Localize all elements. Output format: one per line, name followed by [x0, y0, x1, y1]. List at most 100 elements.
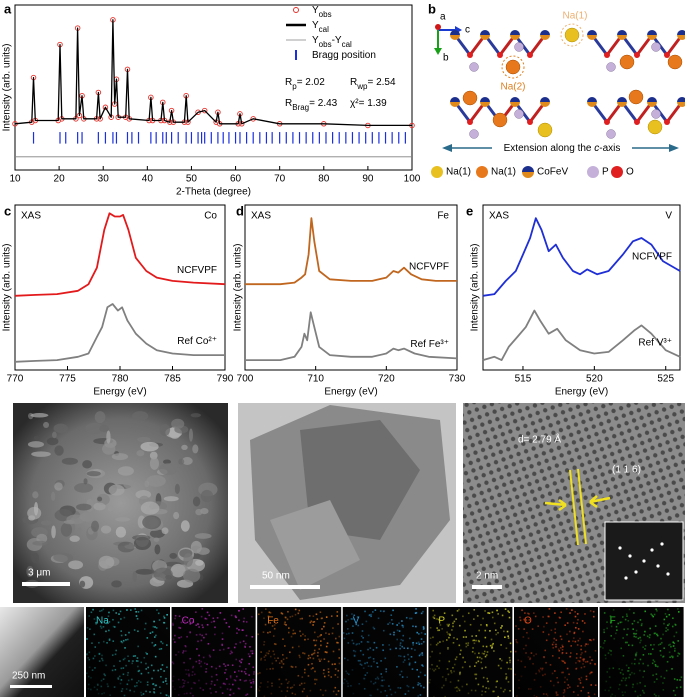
- metal-site: [450, 97, 460, 107]
- scale-bar-label: 50 nm: [262, 571, 290, 582]
- fft-spot: [624, 576, 628, 580]
- sem-texture: [54, 482, 63, 491]
- metal-site: [647, 97, 657, 107]
- sem-texture: [132, 534, 151, 541]
- phosphorus: [469, 62, 479, 72]
- sem-texture: [43, 421, 50, 429]
- extension-caption: Extension along the c-axis: [504, 143, 621, 154]
- sem-texture: [132, 411, 149, 421]
- plane-label: (1 1 6): [612, 465, 641, 476]
- sem-texture: [40, 520, 53, 526]
- x-tick-label: 720: [378, 374, 395, 385]
- sem-texture: [181, 444, 188, 450]
- sem-texture: [100, 525, 112, 534]
- plot-frame: [14, 4, 413, 171]
- eds-shade: [342, 607, 427, 697]
- sem-texture: [31, 552, 40, 564]
- legend-icon: [431, 166, 443, 178]
- sem-texture: [111, 580, 122, 588]
- y-axis-label: Intensity (arb. units): [2, 44, 13, 132]
- phosphorus: [514, 109, 524, 119]
- x-tick-label: 10: [9, 174, 21, 185]
- na2-site: [505, 59, 521, 75]
- oxygen: [634, 52, 640, 58]
- indicator-arrow: [589, 495, 611, 509]
- fringe-line: [569, 469, 579, 546]
- na2-site: [492, 112, 508, 128]
- na1-site: [537, 122, 553, 138]
- sem-texture: [53, 423, 68, 434]
- sem-texture: [153, 567, 173, 581]
- y-axis-label: Intensity (arb. units): [2, 244, 13, 332]
- metal-site: [647, 30, 657, 40]
- sem-texture: [144, 480, 150, 488]
- sem-texture: [178, 458, 185, 465]
- legend-label: CoFeV: [537, 167, 568, 178]
- legend-label-part: obs: [319, 40, 332, 49]
- na1-site: [647, 119, 663, 135]
- sem-texture: [182, 568, 201, 583]
- sem-texture: [82, 460, 93, 469]
- phosphorus: [606, 129, 616, 139]
- element-map-label: O: [524, 616, 532, 627]
- sem-texture: [74, 483, 94, 493]
- panel-letter: f: [4, 406, 9, 421]
- element-map-label: Na: [96, 616, 109, 627]
- legend-label-part: Y: [312, 5, 319, 16]
- panel-letter: c: [4, 203, 11, 218]
- sem-texture: [32, 491, 39, 499]
- scale-bar: [22, 582, 70, 586]
- metal-site: [510, 97, 520, 107]
- sem-texture: [137, 436, 151, 443]
- caption-part: -axis: [599, 143, 620, 154]
- sem-texture: [115, 526, 127, 538]
- sem-texture: [61, 457, 78, 465]
- legend-label: P: [602, 167, 609, 178]
- sem-texture: [54, 445, 64, 456]
- sem-texture: [171, 418, 185, 430]
- sem-texture: [63, 519, 75, 525]
- oxygen: [527, 52, 533, 58]
- phosphorus: [651, 42, 661, 52]
- fit-annotation: χ²= 1.39: [350, 98, 387, 109]
- fit-annotation-part: R: [285, 77, 292, 88]
- legend-label-part: obs: [319, 10, 332, 19]
- legend-icon: [611, 166, 623, 178]
- metal-site: [540, 97, 550, 107]
- legend-icon: [587, 166, 599, 178]
- sem-texture: [153, 537, 160, 542]
- sem-texture: [96, 493, 110, 506]
- phosphorus: [651, 109, 661, 119]
- fft-spot: [634, 570, 638, 574]
- sem-texture: [46, 437, 59, 446]
- sem-texture: [195, 559, 204, 566]
- x-tick-label: 20: [54, 174, 66, 185]
- eds-shade: [599, 607, 684, 697]
- sem-texture: [146, 475, 166, 487]
- sem-texture: [180, 520, 190, 532]
- series-line: [482, 217, 681, 297]
- sem-texture: [86, 470, 101, 477]
- axis-origin: [435, 24, 441, 30]
- fft-spot: [656, 564, 660, 568]
- legend-label-part: Y: [312, 20, 319, 31]
- phosphorus: [606, 62, 616, 72]
- legend-marker: [293, 7, 299, 13]
- fit-annotation: Rwp= 2.54: [350, 77, 396, 91]
- sem-texture: [183, 553, 194, 567]
- sem-texture: [195, 508, 203, 516]
- metal-site: [480, 97, 490, 107]
- element-map-label: Co: [182, 616, 195, 627]
- haadf-image: [0, 607, 84, 697]
- inset-label: XAS: [21, 211, 41, 222]
- site-label: Na(2): [500, 82, 525, 93]
- plot-frame: [482, 204, 681, 371]
- eds-shade: [86, 607, 170, 697]
- x-axis-label: Energy (eV): [555, 387, 608, 398]
- oxygen: [467, 119, 473, 125]
- fft-spot: [660, 542, 664, 546]
- series-label: NCFVPF: [632, 252, 672, 263]
- element-label: V: [665, 211, 672, 222]
- metal-site: [677, 97, 685, 107]
- sem-texture: [97, 496, 103, 502]
